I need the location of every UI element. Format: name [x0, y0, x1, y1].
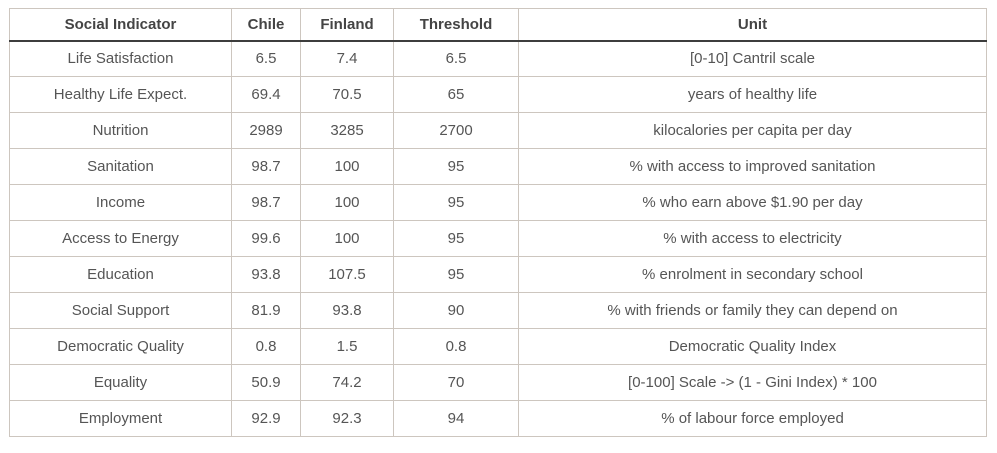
finland-value-cell: 93.8: [300, 292, 394, 329]
indicator-cell: Life Satisfaction: [9, 40, 232, 77]
table-row: Income 98.7 100 95% who earn above $1.90 pe…: [9, 184, 987, 221]
table-row: Employment 92.9 92.3 94% of labour force em…: [9, 400, 987, 437]
indicator-cell: Education: [9, 256, 232, 293]
unit-cell: % with friends or family they can depend…: [518, 292, 987, 329]
unit-cell: [0-100] Scale -> (1 - Gini Index) * 100: [518, 364, 987, 401]
chile-value-cell: 98.7: [231, 184, 301, 221]
finland-value-cell: 100: [300, 148, 394, 185]
unit-cell: % enrolment in secondary school: [518, 256, 987, 293]
finland-value-cell: 100: [300, 220, 394, 257]
table-row: Access to Energy 99.6 100 95% with access t…: [9, 220, 987, 257]
chile-value-cell: 6.5: [231, 40, 301, 77]
finland-value-cell: 70.5: [300, 76, 394, 113]
chile-value-cell: 81.9: [231, 292, 301, 329]
table-row: Sanitation 98.7 100 95% with access to impr…: [9, 148, 987, 185]
chile-value-cell: 0.8: [231, 328, 301, 365]
indicator-cell: Healthy Life Expect.: [9, 76, 232, 113]
finland-value-cell: 100: [300, 184, 394, 221]
threshold-value-cell: 95: [393, 184, 519, 221]
column-header-threshold: Threshold: [393, 8, 519, 42]
indicator-cell: Democratic Quality: [9, 328, 232, 365]
table-row: Democratic Quality 0.8 1.5 0.8 Democratic Qu…: [9, 328, 987, 365]
indicator-cell: Equality: [9, 364, 232, 401]
indicator-cell: Access to Energy: [9, 220, 232, 257]
column-header-chile: Chile: [231, 8, 301, 42]
threshold-value-cell: 95: [393, 148, 519, 185]
threshold-value-cell: 6.5: [393, 40, 519, 77]
chile-value-cell: 93.8: [231, 256, 301, 293]
indicator-cell: Nutrition: [9, 112, 232, 149]
indicator-cell: Sanitation: [9, 148, 232, 185]
unit-cell: % with access to improved sanitation: [518, 148, 987, 185]
table-header: Social Indicator Chile Finland Threshold…: [9, 8, 987, 42]
column-header-social-indicator: Social Indicator: [9, 8, 232, 42]
threshold-value-cell: 2700: [393, 112, 519, 149]
social-indicators-table: Social Indicator Chile Finland Threshold…: [9, 8, 987, 437]
unit-cell: % of labour force employed: [518, 400, 987, 437]
table-row: Life Satisfaction 6.5 7.4 6.5 [0-10] Cantril…: [9, 40, 987, 77]
unit-cell: % with access to electricity: [518, 220, 987, 257]
chile-value-cell: 92.9: [231, 400, 301, 437]
chile-value-cell: 69.4: [231, 76, 301, 113]
finland-value-cell: 1.5: [300, 328, 394, 365]
unit-cell: years of healthy life: [518, 76, 987, 113]
header-row: Social Indicator Chile Finland Threshold…: [9, 8, 987, 42]
unit-cell: kilocalories per capita per day: [518, 112, 987, 149]
finland-value-cell: 7.4: [300, 40, 394, 77]
table-row: Education 93.8 107.5 95% enrolment in secon…: [9, 256, 987, 293]
finland-value-cell: 3285: [300, 112, 394, 149]
threshold-value-cell: 90: [393, 292, 519, 329]
chile-value-cell: 50.9: [231, 364, 301, 401]
unit-cell: Democratic Quality Index: [518, 328, 987, 365]
table-row: Nutrition 2989 3285 2700 kilocalories per ca…: [9, 112, 987, 149]
finland-value-cell: 74.2: [300, 364, 394, 401]
indicator-cell: Employment: [9, 400, 232, 437]
finland-value-cell: 107.5: [300, 256, 394, 293]
chile-value-cell: 2989: [231, 112, 301, 149]
threshold-value-cell: 65: [393, 76, 519, 113]
column-header-finland: Finland: [300, 8, 394, 42]
table-body: Life Satisfaction 6.5 7.4 6.5 [0-10] Cantril…: [9, 40, 987, 437]
indicator-cell: Social Support: [9, 292, 232, 329]
chile-value-cell: 99.6: [231, 220, 301, 257]
table-row: Equality 50.9 74.2 70 [0-100] Scale -> (1 - …: [9, 364, 987, 401]
unit-cell: [0-10] Cantril scale: [518, 40, 987, 77]
threshold-value-cell: 95: [393, 256, 519, 293]
threshold-value-cell: 70: [393, 364, 519, 401]
finland-value-cell: 92.3: [300, 400, 394, 437]
unit-cell: % who earn above $1.90 per day: [518, 184, 987, 221]
table-row: Social Support 81.9 93.8 90% with friends o…: [9, 292, 987, 329]
threshold-value-cell: 95: [393, 220, 519, 257]
indicator-cell: Income: [9, 184, 232, 221]
threshold-value-cell: 94: [393, 400, 519, 437]
threshold-value-cell: 0.8: [393, 328, 519, 365]
column-header-unit: Unit: [518, 8, 987, 42]
table-row: Healthy Life Expect. 69.4 70.5 65 years of h…: [9, 76, 987, 113]
chile-value-cell: 98.7: [231, 148, 301, 185]
